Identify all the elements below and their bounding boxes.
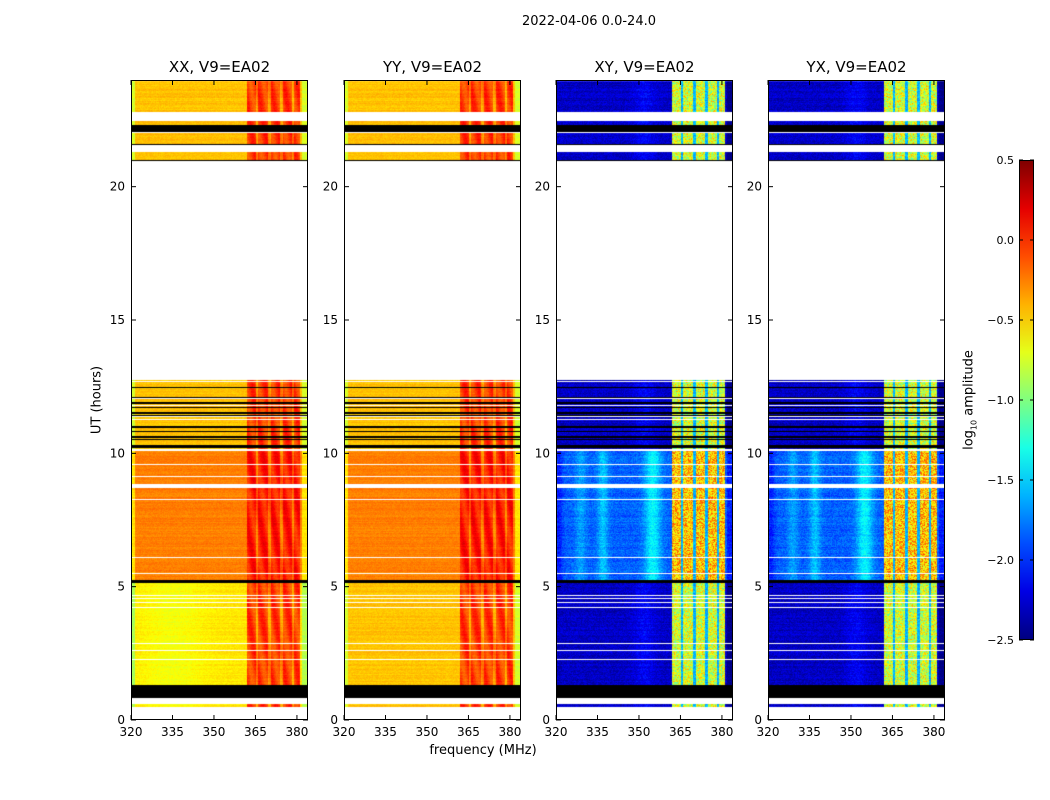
heatmap-yy: [344, 80, 521, 720]
x-tick-label: 365: [669, 725, 692, 739]
axes-frame: [768, 80, 945, 720]
heatmap-xy: [556, 80, 733, 720]
colorbar-tick-label: −2.0: [987, 554, 1014, 567]
y-tick-label: 10: [747, 446, 762, 460]
colorbar-tick-label: −1.0: [987, 394, 1014, 407]
x-tick-label: 380: [922, 725, 945, 739]
x-tick-label: 380: [710, 725, 733, 739]
y-tick-label: 0: [330, 713, 338, 727]
x-tick-label: 335: [374, 725, 397, 739]
x-tick-label: 320: [120, 725, 143, 739]
x-tick-label: 320: [545, 725, 568, 739]
x-tick-label: 365: [457, 725, 480, 739]
y-tick-label: 0: [754, 713, 762, 727]
y-tick-label: 0: [117, 713, 125, 727]
axes-frame: [344, 80, 521, 720]
panel-xy: XY, V9=EA02: [556, 58, 733, 720]
x-tick-label: 335: [161, 725, 184, 739]
y-tick-label: 10: [323, 446, 338, 460]
x-tick-label: 365: [881, 725, 904, 739]
y-tick-label: 5: [754, 580, 762, 594]
colorbar-tick-label: 0.0: [997, 234, 1015, 247]
colorbar-tick-label: −2.5: [987, 634, 1014, 647]
axes-frame: [556, 80, 733, 720]
y-tick-label: 15: [535, 313, 550, 327]
y-tick-label: 10: [110, 446, 125, 460]
panel-title: YX, V9=EA02: [806, 58, 907, 76]
colorbar-tick-label: −0.5: [987, 314, 1014, 327]
y-tick-label: 20: [747, 180, 762, 194]
colorbar-tick-label: 0.5: [997, 154, 1015, 167]
y-tick-label: 20: [535, 180, 550, 194]
heatmap-yx: [768, 80, 945, 720]
x-tick-label: 350: [203, 725, 226, 739]
y-tick-label: 15: [323, 313, 338, 327]
x-tick-label: 365: [244, 725, 267, 739]
panel-title: YY, V9=EA02: [382, 58, 483, 76]
x-tick-label: 350: [628, 725, 651, 739]
x-tick-label: 335: [586, 725, 609, 739]
panel-title: XX, V9=EA02: [168, 58, 271, 76]
panel-title: XY, V9=EA02: [594, 58, 695, 76]
y-tick-label: 5: [542, 580, 550, 594]
x-axis-label: frequency (MHz): [429, 743, 537, 758]
y-tick-label: 5: [330, 580, 338, 594]
y-tick-label: 20: [110, 180, 125, 194]
x-tick-label: 350: [416, 725, 439, 739]
x-tick-label: 380: [498, 725, 521, 739]
y-tick-label: 20: [323, 180, 338, 194]
panel-xx: XX, V9=EA02: [131, 58, 308, 720]
heatmap-xx: [131, 80, 308, 720]
x-tick-label: 350: [840, 725, 863, 739]
panel-yy: YY, V9=EA02: [344, 58, 521, 720]
x-tick-label: 335: [798, 725, 821, 739]
y-tick-label: 15: [110, 313, 125, 327]
x-tick-label: 320: [333, 725, 356, 739]
y-tick-label: 0: [542, 713, 550, 727]
x-tick-label: 380: [285, 725, 308, 739]
y-tick-label: 10: [535, 446, 550, 460]
y-tick-label: 5: [117, 580, 125, 594]
x-tick-label: 320: [757, 725, 780, 739]
panel-yx: YX, V9=EA02: [768, 58, 945, 720]
colorbar-tick-label: −1.5: [987, 474, 1014, 487]
axes-frame: [131, 80, 308, 720]
y-tick-label: 15: [747, 313, 762, 327]
figure-title: 2022-04-06 0.0-24.0: [522, 14, 656, 29]
